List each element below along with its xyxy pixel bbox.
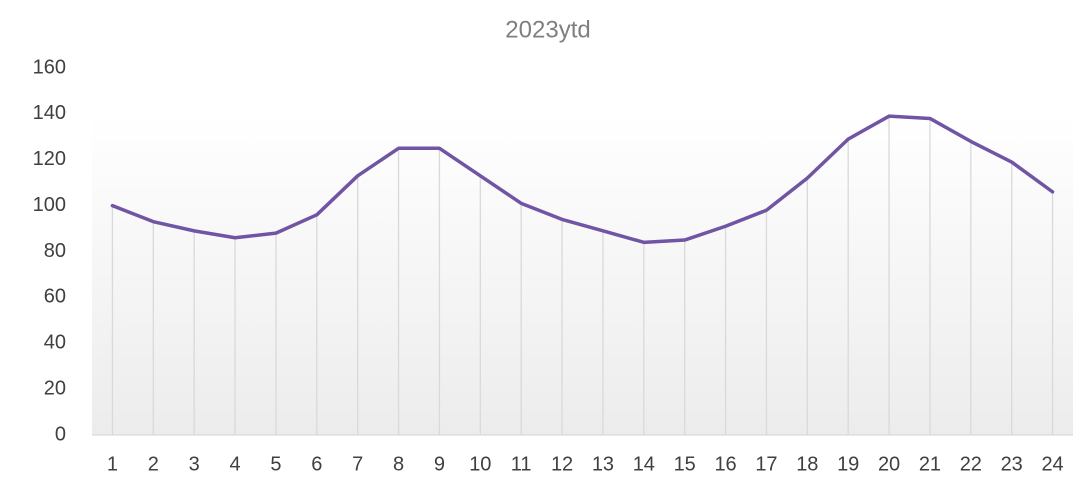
x-tick-label: 4 bbox=[230, 453, 241, 475]
y-tick-label: 120 bbox=[33, 148, 66, 170]
x-tick-label: 20 bbox=[878, 453, 900, 475]
chart-title: 2023ytd bbox=[505, 16, 590, 43]
x-tick-label: 17 bbox=[755, 453, 777, 475]
x-tick-label: 8 bbox=[393, 453, 404, 475]
x-tick-label: 11 bbox=[511, 453, 532, 475]
x-tick-label: 13 bbox=[592, 453, 614, 475]
x-tick-label: 2 bbox=[148, 453, 159, 475]
y-tick-label: 80 bbox=[44, 240, 66, 262]
x-tick-label: 21 bbox=[919, 453, 941, 475]
x-tick-label: 9 bbox=[434, 453, 445, 475]
y-tick-label: 20 bbox=[44, 377, 66, 399]
line-series bbox=[110, 114, 1055, 245]
y-tick-label: 160 bbox=[33, 56, 66, 78]
x-tick-label: 12 bbox=[551, 453, 573, 475]
x-tick-label: 24 bbox=[1041, 453, 1063, 475]
x-tick-label: 5 bbox=[270, 453, 281, 475]
x-tick-label: 6 bbox=[311, 453, 322, 475]
x-tick-label: 15 bbox=[674, 453, 696, 475]
y-tick-label: 0 bbox=[55, 423, 66, 445]
y-tick-label: 40 bbox=[44, 332, 66, 354]
plot-background bbox=[92, 114, 1073, 435]
x-tick-label: 19 bbox=[837, 453, 859, 475]
x-tick-label: 22 bbox=[960, 453, 982, 475]
y-tick-label: 60 bbox=[44, 286, 66, 308]
x-tick-label: 16 bbox=[714, 453, 736, 475]
x-tick-label: 23 bbox=[1001, 453, 1023, 475]
y-tick-label: 100 bbox=[33, 194, 66, 216]
y-tick-label: 140 bbox=[33, 102, 66, 124]
x-tick-label: 18 bbox=[796, 453, 818, 475]
x-tick-label: 10 bbox=[469, 453, 491, 475]
x-tick-label: 7 bbox=[352, 453, 363, 475]
x-tick-label: 3 bbox=[189, 453, 200, 475]
x-tick-label: 14 bbox=[633, 453, 655, 475]
x-tick-label: 1 bbox=[107, 453, 118, 475]
